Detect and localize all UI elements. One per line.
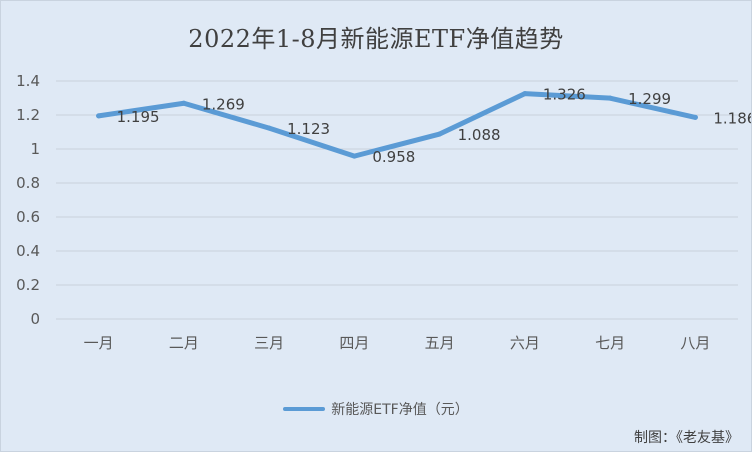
gridlines bbox=[56, 80, 738, 320]
y-tick-label: 1.2 bbox=[16, 106, 40, 124]
y-tick-label: 0.6 bbox=[16, 208, 40, 226]
data-label: 1.269 bbox=[202, 95, 245, 113]
series-line bbox=[96, 91, 698, 159]
data-point bbox=[692, 114, 698, 120]
x-tick-label: 三月 bbox=[254, 334, 284, 352]
data-label: 1.195 bbox=[117, 108, 160, 126]
data-point bbox=[266, 125, 272, 131]
credit-text: 制图：《老友基》 bbox=[634, 430, 739, 446]
y-tick-label: 1 bbox=[30, 140, 40, 158]
y-tick-label: 0.4 bbox=[16, 242, 40, 260]
x-tick-label: 八月 bbox=[680, 334, 710, 352]
x-tick-label: 一月 bbox=[84, 334, 114, 352]
series-layer bbox=[96, 91, 698, 159]
data-point bbox=[181, 100, 187, 106]
data-label: 0.958 bbox=[372, 148, 415, 166]
data-point bbox=[351, 153, 357, 159]
data-labels: 1.195 1.269 1.123 0.958 1.088 1.326 1.299 1.186 bbox=[117, 86, 751, 167]
legend-label: 新能源ETF净值（元） bbox=[331, 402, 469, 418]
y-tick-label: 0 bbox=[30, 310, 40, 328]
x-tick-label: 七月 bbox=[595, 334, 625, 352]
data-point bbox=[522, 91, 528, 97]
data-label: 1.326 bbox=[543, 86, 586, 104]
axes: 0 0.2 0.4 0.6 0.8 1 1.2 1.4 一月 二月 三月 四月 五月 六月 七月 八月 bbox=[16, 72, 710, 352]
x-tick-label: 六月 bbox=[510, 334, 540, 352]
y-tick-label: 1.4 bbox=[16, 72, 40, 90]
y-tick-label: 0.2 bbox=[16, 276, 40, 294]
x-tick-label: 五月 bbox=[425, 334, 455, 352]
data-label: 1.186 bbox=[713, 109, 751, 127]
legend-swatch bbox=[283, 407, 326, 411]
legend: 新能源ETF净值（元） bbox=[1, 399, 751, 419]
x-tick-label: 二月 bbox=[169, 334, 199, 352]
data-label: 1.299 bbox=[628, 90, 671, 108]
y-tick-label: 0.8 bbox=[16, 174, 40, 192]
data-label: 1.123 bbox=[287, 120, 330, 138]
data-point bbox=[96, 113, 102, 119]
x-tick-label: 四月 bbox=[339, 334, 369, 352]
data-label: 1.088 bbox=[458, 126, 501, 144]
data-point bbox=[437, 131, 443, 137]
chart-title: 2022年1-8月新能源ETF净值趋势 bbox=[188, 25, 564, 53]
data-point bbox=[607, 95, 613, 101]
